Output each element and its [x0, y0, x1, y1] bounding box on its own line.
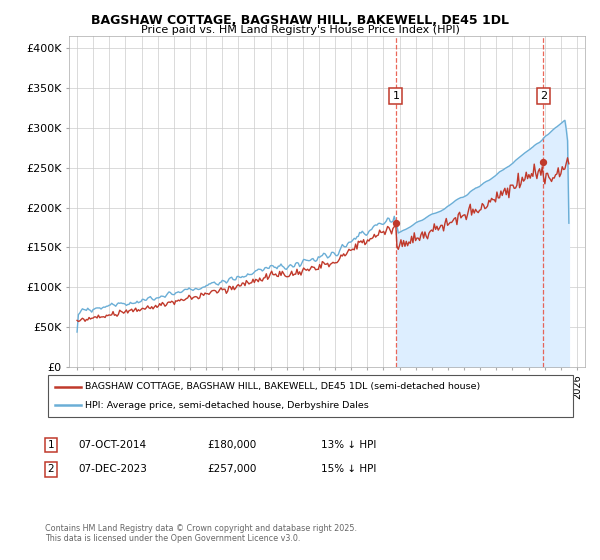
Text: 1: 1	[392, 91, 400, 101]
Text: 07-OCT-2014: 07-OCT-2014	[78, 440, 146, 450]
Text: 2: 2	[540, 91, 547, 101]
Text: 15% ↓ HPI: 15% ↓ HPI	[321, 464, 376, 474]
Point	[391, 219, 401, 228]
Point	[539, 158, 548, 167]
Text: BAGSHAW COTTAGE, BAGSHAW HILL, BAKEWELL, DE45 1DL: BAGSHAW COTTAGE, BAGSHAW HILL, BAKEWELL,…	[91, 14, 509, 27]
Text: Price paid vs. HM Land Registry's House Price Index (HPI): Price paid vs. HM Land Registry's House …	[140, 25, 460, 35]
Text: 2: 2	[47, 464, 55, 474]
Text: £180,000: £180,000	[207, 440, 256, 450]
Text: 1: 1	[47, 440, 55, 450]
Text: HPI: Average price, semi-detached house, Derbyshire Dales: HPI: Average price, semi-detached house,…	[85, 401, 369, 410]
Text: £257,000: £257,000	[207, 464, 256, 474]
Text: BAGSHAW COTTAGE, BAGSHAW HILL, BAKEWELL, DE45 1DL (semi-detached house): BAGSHAW COTTAGE, BAGSHAW HILL, BAKEWELL,…	[85, 382, 481, 391]
Text: 13% ↓ HPI: 13% ↓ HPI	[321, 440, 376, 450]
Text: 07-DEC-2023: 07-DEC-2023	[78, 464, 147, 474]
Text: Contains HM Land Registry data © Crown copyright and database right 2025.
This d: Contains HM Land Registry data © Crown c…	[45, 524, 357, 543]
